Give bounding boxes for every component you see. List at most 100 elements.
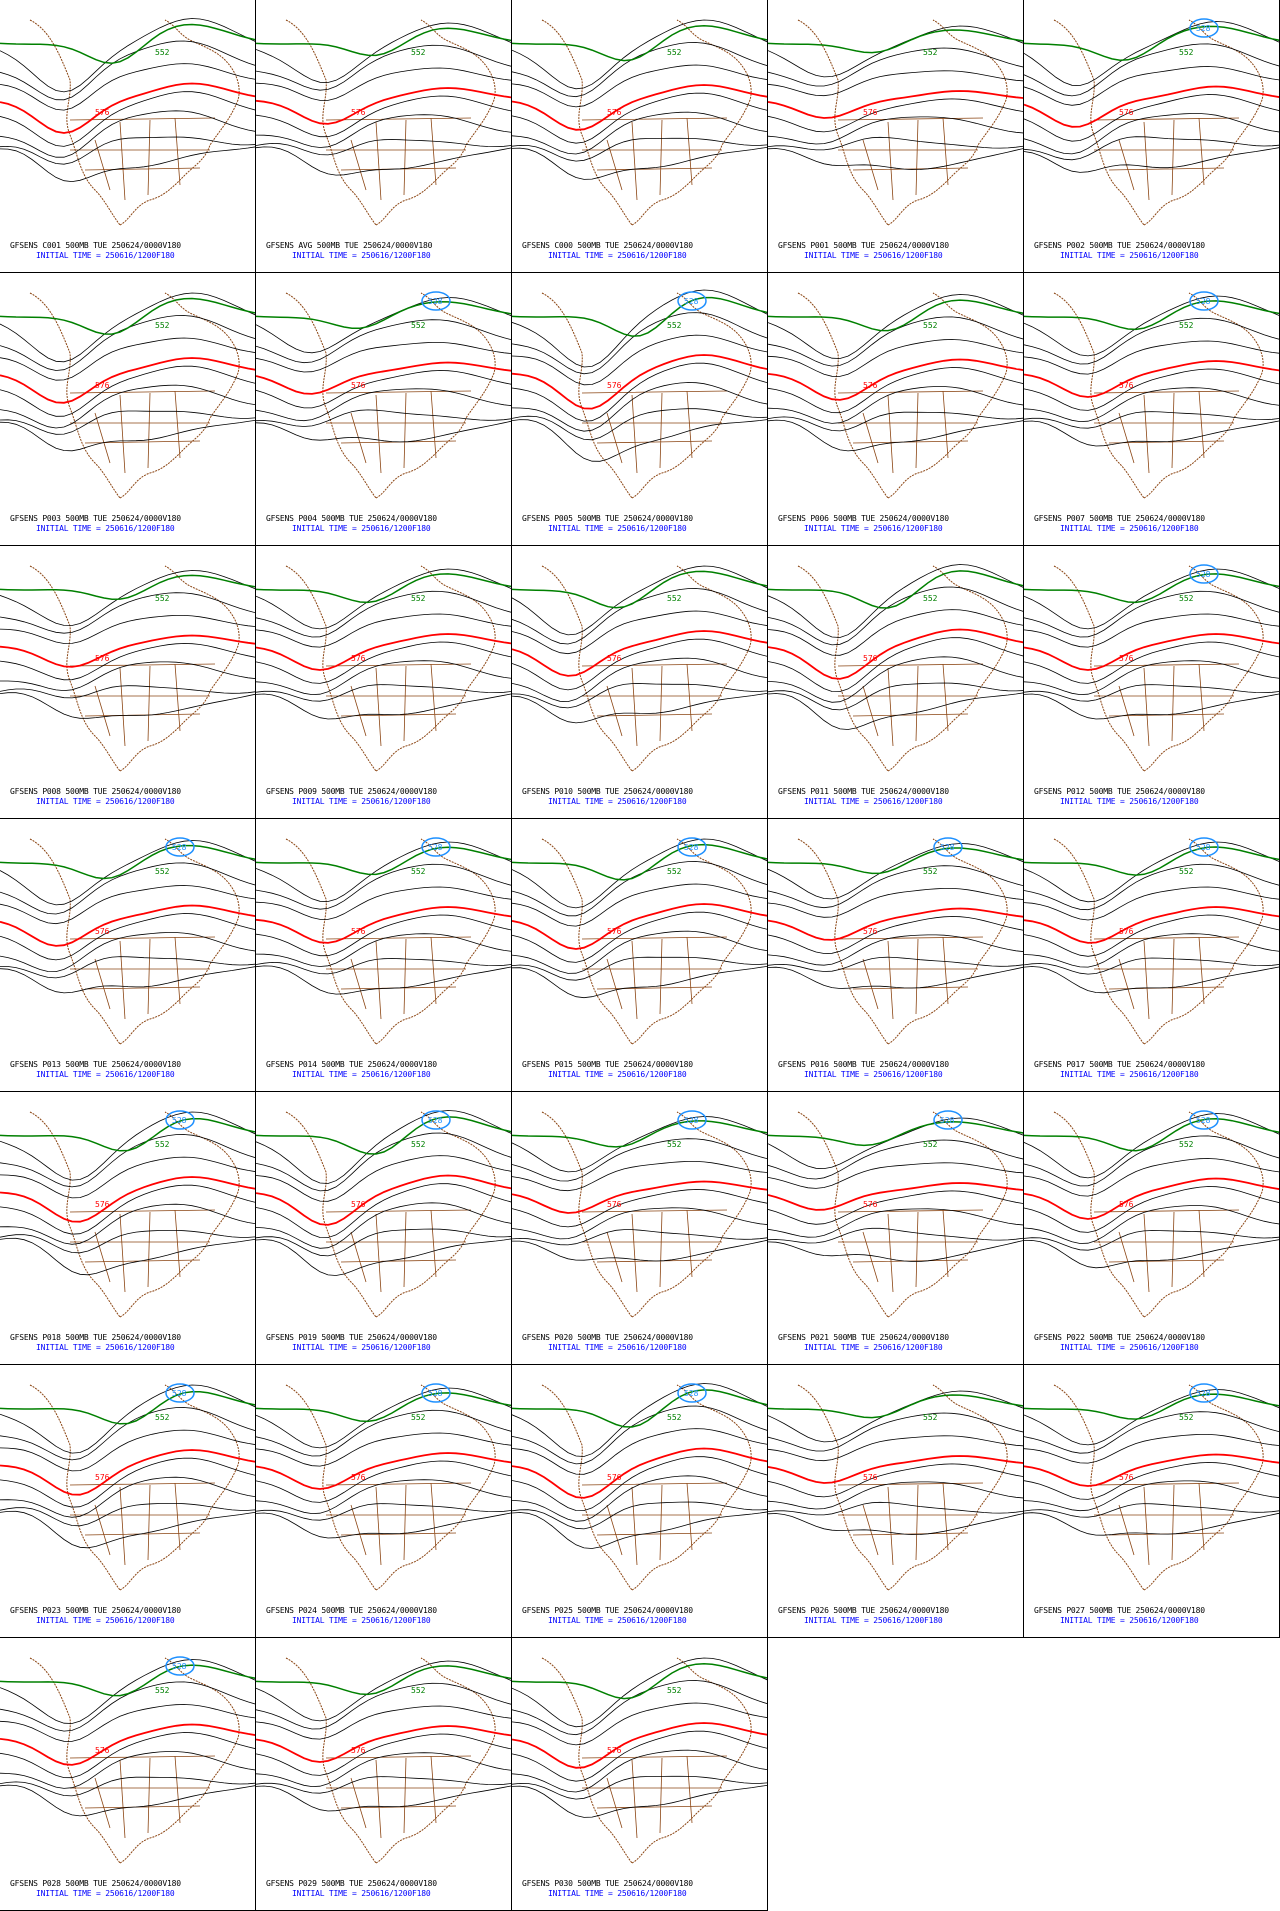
height-contour — [0, 384, 255, 429]
height-contour — [512, 1239, 767, 1262]
height-contour — [1024, 147, 1279, 173]
contour-552 — [1024, 1393, 1279, 1420]
height-contour — [0, 40, 255, 101]
contour-label-528: 528 — [172, 843, 187, 852]
ensemble-panel: 576 552 GFSENS P026 500MB TUE 250624/0000V… — [768, 1365, 1024, 1638]
height-contour — [256, 44, 511, 91]
height-contour — [256, 1682, 511, 1730]
state-borders — [325, 1209, 472, 1293]
coastline — [1053, 838, 1264, 1045]
height-contour — [1024, 94, 1279, 142]
contour-552 — [768, 570, 1023, 609]
height-contour — [768, 47, 1023, 87]
contour-576 — [768, 90, 1023, 119]
contour-label-576: 576 — [95, 381, 110, 390]
height-contour — [1024, 886, 1279, 921]
height-contour-map: 576 552 528 — [256, 291, 511, 499]
low-center-contour — [421, 837, 451, 857]
height-contour — [256, 1238, 511, 1276]
height-contour — [256, 1479, 511, 1515]
height-contour — [1024, 1411, 1279, 1454]
height-contour — [512, 334, 767, 386]
height-contour — [256, 1705, 511, 1740]
contour-label-528: 528 — [1196, 1389, 1211, 1398]
contour-label-576: 576 — [863, 1200, 878, 1209]
panel-initial-time: INITIAL TIME = 250616/1200F180 — [36, 1343, 175, 1352]
panel-initial-time: INITIAL TIME = 250616/1200F180 — [548, 1889, 687, 1898]
panel-title: GFSENS P003 500MB TUE 250624/0000V180 — [10, 514, 181, 523]
height-contour — [768, 367, 1023, 414]
contour-label-576: 576 — [1119, 927, 1134, 936]
contour-label-528: 528 — [684, 1116, 699, 1125]
height-contour — [512, 588, 767, 645]
contour-576 — [0, 1723, 255, 1766]
height-contour — [256, 388, 511, 422]
panel-initial-time: INITIAL TIME = 250616/1200F180 — [548, 251, 687, 260]
low-center-contour — [421, 1383, 451, 1403]
height-contour — [1024, 568, 1279, 630]
height-contour — [768, 1190, 1023, 1225]
panel-title: GFSENS P004 500MB TUE 250624/0000V180 — [266, 514, 437, 523]
low-center-contour — [677, 1110, 707, 1130]
contour-label-528: 528 — [684, 1389, 699, 1398]
panel-initial-time: INITIAL TIME = 250616/1200F180 — [804, 251, 943, 260]
height-contour — [768, 843, 1023, 900]
height-contour-map: 576 552 — [512, 19, 767, 226]
height-contour — [1024, 1462, 1279, 1500]
height-contour — [256, 1132, 511, 1192]
contour-label-552: 552 — [1179, 867, 1194, 876]
height-contour-map: 576 552 528 — [0, 837, 255, 1045]
height-contour — [768, 966, 1023, 989]
low-center-contour — [165, 837, 195, 857]
panel-title: GFSENS P025 500MB TUE 250624/0000V180 — [522, 1606, 693, 1615]
height-contour — [512, 1428, 767, 1475]
height-contour — [256, 1183, 511, 1239]
contour-label-576: 576 — [351, 927, 366, 936]
contour-label-528: 528 — [1196, 1116, 1211, 1125]
contour-576 — [512, 630, 767, 677]
state-borders — [837, 117, 984, 201]
contour-576 — [512, 1447, 767, 1499]
height-contour — [0, 1784, 255, 1817]
contour-label-552: 552 — [155, 321, 170, 330]
height-contour — [512, 1730, 767, 1782]
height-contour — [1024, 1135, 1279, 1187]
height-contour-map: 576 552 528 — [1024, 1110, 1279, 1318]
height-contour — [256, 886, 511, 920]
height-contour — [768, 916, 1023, 954]
coastline — [541, 292, 752, 499]
height-contour — [0, 91, 255, 147]
panel-initial-time: INITIAL TIME = 250616/1200F180 — [292, 1343, 431, 1352]
contour-552 — [512, 1389, 767, 1428]
height-contour — [1024, 1205, 1279, 1244]
contour-label-552: 552 — [667, 1413, 682, 1422]
contour-576 — [256, 361, 511, 395]
height-contour — [1024, 66, 1279, 106]
state-borders — [1093, 390, 1240, 474]
panel-initial-time: INITIAL TIME = 250616/1200F180 — [548, 1343, 687, 1352]
height-contour — [768, 564, 1023, 638]
contour-label-528: 528 — [940, 1116, 955, 1125]
contour-label-552: 552 — [155, 867, 170, 876]
height-contour — [512, 1680, 767, 1736]
height-contour-map: 576 552 528 — [1024, 837, 1279, 1045]
panel-initial-time: INITIAL TIME = 250616/1200F180 — [36, 1616, 175, 1625]
height-contour — [512, 861, 767, 917]
height-contour — [0, 365, 255, 417]
contour-label-576: 576 — [863, 108, 878, 117]
contour-576 — [1024, 1177, 1279, 1220]
low-center-contour — [677, 837, 707, 857]
height-contour — [512, 1456, 767, 1512]
panel-initial-time: INITIAL TIME = 250616/1200F180 — [36, 1889, 175, 1898]
height-contour — [256, 1110, 511, 1184]
coastline — [541, 838, 752, 1045]
ensemble-panel: 576 552 528 GFSENS P018 500MB TUE 250624/00… — [0, 1092, 256, 1365]
height-contour — [512, 1116, 767, 1173]
contour-576 — [256, 1174, 511, 1226]
height-contour — [0, 1111, 255, 1181]
contour-label-528: 528 — [428, 843, 443, 852]
height-contour — [768, 956, 1023, 972]
ensemble-panel: 576 552 GFSENS P006 500MB TUE 250624/0000V… — [768, 273, 1024, 546]
height-contour — [1024, 613, 1279, 648]
contour-label-552: 552 — [1179, 48, 1194, 57]
